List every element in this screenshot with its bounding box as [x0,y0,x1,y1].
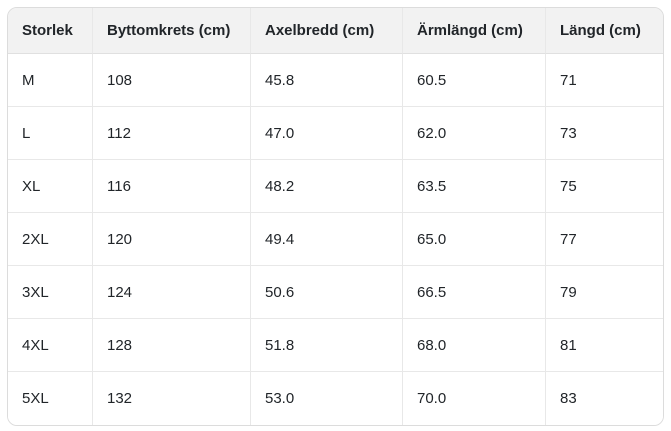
table-cell: 116 [92,160,250,213]
table-cell: 3XL [8,266,92,319]
table-cell: 81 [545,319,663,372]
table-cell: 73 [545,107,663,160]
table-cell: 53.0 [250,372,402,425]
table-cell: 47.0 [250,107,402,160]
table-cell: 50.6 [250,266,402,319]
table-cell: 63.5 [402,160,545,213]
table-cell: L [8,107,92,160]
size-chart-table-container: Storlek Byttomkrets (cm) Axelbredd (cm) … [7,7,664,426]
size-chart-table: Storlek Byttomkrets (cm) Axelbredd (cm) … [8,8,663,425]
table-cell: 62.0 [402,107,545,160]
column-header-langd: Längd (cm) [545,8,663,54]
table-cell: 128 [92,319,250,372]
table-cell: 48.2 [250,160,402,213]
table-cell: 70.0 [402,372,545,425]
table-cell: 5XL [8,372,92,425]
column-header-armlangd: Ärmlängd (cm) [402,8,545,54]
table-cell: 71 [545,54,663,107]
table-cell: 83 [545,372,663,425]
table-body: M 108 45.8 60.5 71 L 112 47.0 62.0 73 XL… [8,54,663,425]
table-header: Storlek Byttomkrets (cm) Axelbredd (cm) … [8,8,663,54]
table-row: L 112 47.0 62.0 73 [8,107,663,160]
table-cell: 120 [92,213,250,266]
table-cell: 49.4 [250,213,402,266]
table-cell: XL [8,160,92,213]
table-cell: 2XL [8,213,92,266]
table-cell: 66.5 [402,266,545,319]
column-header-storlek: Storlek [8,8,92,54]
table-cell: 65.0 [402,213,545,266]
table-row: 3XL 124 50.6 66.5 79 [8,266,663,319]
header-row: Storlek Byttomkrets (cm) Axelbredd (cm) … [8,8,663,54]
table-cell: 45.8 [250,54,402,107]
table-row: M 108 45.8 60.5 71 [8,54,663,107]
table-cell: 68.0 [402,319,545,372]
table-cell: 75 [545,160,663,213]
table-row: 4XL 128 51.8 68.0 81 [8,319,663,372]
column-header-axelbredd: Axelbredd (cm) [250,8,402,54]
table-row: 5XL 132 53.0 70.0 83 [8,372,663,425]
table-row: 2XL 120 49.4 65.0 77 [8,213,663,266]
table-cell: 108 [92,54,250,107]
table-cell: 4XL [8,319,92,372]
table-row: XL 116 48.2 63.5 75 [8,160,663,213]
table-cell: 132 [92,372,250,425]
table-cell: 112 [92,107,250,160]
table-cell: M [8,54,92,107]
table-cell: 51.8 [250,319,402,372]
table-cell: 124 [92,266,250,319]
column-header-byttomkrets: Byttomkrets (cm) [92,8,250,54]
table-cell: 77 [545,213,663,266]
table-cell: 79 [545,266,663,319]
table-cell: 60.5 [402,54,545,107]
